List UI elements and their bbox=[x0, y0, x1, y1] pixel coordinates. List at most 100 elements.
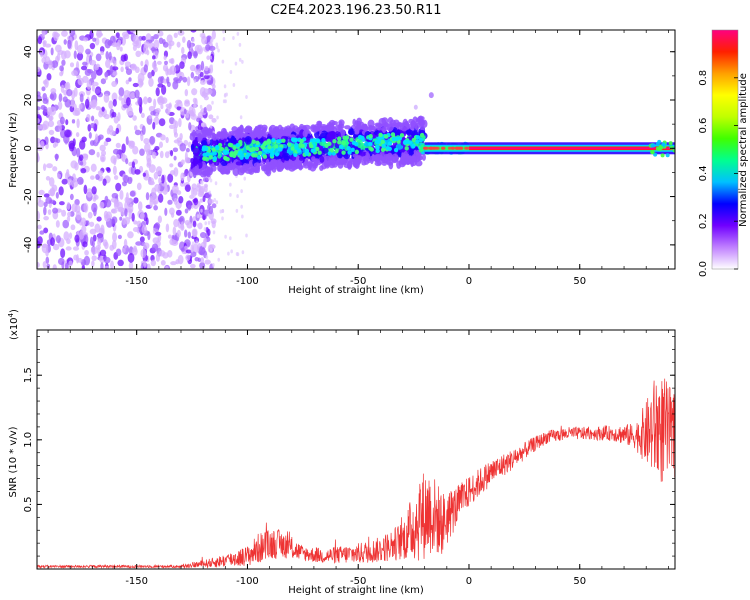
spectral-blob bbox=[413, 104, 418, 110]
spectral-blob bbox=[399, 133, 405, 138]
spectral-blob bbox=[319, 165, 324, 171]
carrier-line-core bbox=[468, 147, 675, 150]
spectral-blob bbox=[239, 115, 243, 120]
spectral-blob bbox=[209, 178, 213, 183]
spectral-blob bbox=[63, 39, 67, 45]
x-tick-label: -100 bbox=[236, 576, 259, 587]
spectral-blob bbox=[50, 88, 57, 94]
spectral-blob bbox=[151, 151, 157, 159]
spectral-blob bbox=[42, 92, 48, 101]
spectral-blob bbox=[61, 178, 68, 185]
spectral-blob bbox=[80, 217, 87, 227]
spectral-blob bbox=[199, 261, 206, 269]
spectral-blob bbox=[208, 114, 214, 120]
spectral-blob bbox=[89, 59, 97, 66]
spectral-blob bbox=[49, 106, 57, 116]
spectral-blob bbox=[167, 173, 174, 183]
spectral-blob bbox=[111, 80, 118, 88]
spectral-blob bbox=[193, 116, 196, 121]
spectral-blob bbox=[156, 60, 162, 65]
spectral-blob bbox=[205, 89, 208, 94]
spectral-blob bbox=[239, 124, 244, 133]
spectral-blob bbox=[65, 246, 72, 251]
spectral-blob bbox=[71, 180, 79, 188]
spectral-blob bbox=[37, 124, 42, 130]
spectral-blob bbox=[110, 197, 117, 203]
spectral-blob bbox=[97, 238, 102, 247]
colorbar-gradient bbox=[712, 30, 738, 269]
spectral-blob bbox=[197, 201, 201, 207]
spectral-blob bbox=[262, 126, 268, 133]
spectral-blob bbox=[73, 254, 78, 261]
colorbar-tick-label: 0.8 bbox=[698, 70, 709, 86]
spectral-blob bbox=[130, 140, 136, 148]
spectral-blob bbox=[192, 193, 196, 198]
spectral-blob bbox=[337, 123, 342, 132]
spectral-blob bbox=[111, 66, 119, 71]
spectral-blob bbox=[282, 147, 287, 156]
spectral-blob bbox=[193, 50, 198, 59]
spectral-blob bbox=[148, 114, 153, 120]
spectral-blob bbox=[179, 132, 183, 141]
spectral-blob bbox=[85, 48, 91, 55]
spectral-blob bbox=[143, 137, 150, 145]
spectral-blob bbox=[307, 165, 312, 171]
spectral-blob bbox=[405, 129, 413, 135]
spectral-blob bbox=[112, 71, 118, 77]
spectral-blob bbox=[331, 120, 338, 126]
spectrogram-ticks: -150 -100 -50 0 50 -40 -20 0 20 40 bbox=[23, 30, 675, 287]
spectral-blob bbox=[222, 99, 226, 104]
spectral-blob bbox=[55, 138, 61, 144]
spectral-blob bbox=[158, 141, 164, 148]
spectral-blob bbox=[111, 216, 118, 224]
spectral-blob bbox=[198, 186, 205, 196]
spectral-blob bbox=[254, 126, 261, 134]
spectral-blob bbox=[321, 126, 328, 132]
spectral-blob bbox=[173, 197, 178, 205]
spectral-blob bbox=[155, 108, 161, 113]
spectral-blob bbox=[181, 46, 185, 55]
spectral-blob bbox=[154, 184, 161, 192]
spectral-blob bbox=[69, 30, 76, 37]
spectral-blob bbox=[37, 94, 42, 102]
spectral-blob bbox=[72, 109, 80, 116]
spectral-blob bbox=[415, 139, 420, 144]
spectral-blob bbox=[326, 122, 334, 130]
spectral-blob bbox=[352, 159, 360, 168]
spectral-blob bbox=[200, 257, 205, 264]
spectral-blob bbox=[354, 129, 360, 135]
spectral-blob bbox=[67, 39, 72, 49]
spectral-blob bbox=[186, 76, 191, 87]
spectral-blob bbox=[238, 57, 242, 62]
spectral-blob bbox=[166, 76, 170, 84]
spectral-blob bbox=[181, 247, 185, 252]
spectral-blob bbox=[78, 154, 84, 162]
spectral-blob bbox=[167, 199, 173, 205]
spectral-blob bbox=[386, 158, 394, 166]
spectral-blob bbox=[90, 246, 98, 255]
spectral-blob bbox=[55, 220, 60, 228]
spectral-blob bbox=[227, 142, 233, 148]
spectral-blob bbox=[265, 159, 270, 168]
spectral-blob bbox=[312, 125, 320, 131]
spectral-blob bbox=[125, 158, 129, 165]
spectral-blob bbox=[127, 176, 133, 185]
spectral-blob bbox=[149, 198, 154, 208]
spectral-blob bbox=[95, 106, 101, 111]
spectral-blob bbox=[73, 50, 77, 60]
spectral-blob bbox=[266, 138, 272, 144]
spectral-blob bbox=[268, 130, 275, 135]
spectral-blob bbox=[277, 163, 284, 172]
spectral-blob bbox=[83, 202, 89, 213]
spectral-blob bbox=[60, 84, 65, 94]
spectral-blob bbox=[225, 169, 231, 174]
spectral-blob bbox=[128, 111, 134, 116]
spectral-blob bbox=[387, 141, 393, 146]
spectral-blob bbox=[140, 112, 145, 118]
spectral-blob bbox=[108, 100, 114, 110]
spectral-blob bbox=[229, 70, 233, 75]
spectral-blob bbox=[153, 98, 157, 109]
spectral-blob bbox=[270, 158, 278, 165]
spectral-blob bbox=[110, 155, 117, 164]
spectral-blob bbox=[655, 141, 660, 146]
